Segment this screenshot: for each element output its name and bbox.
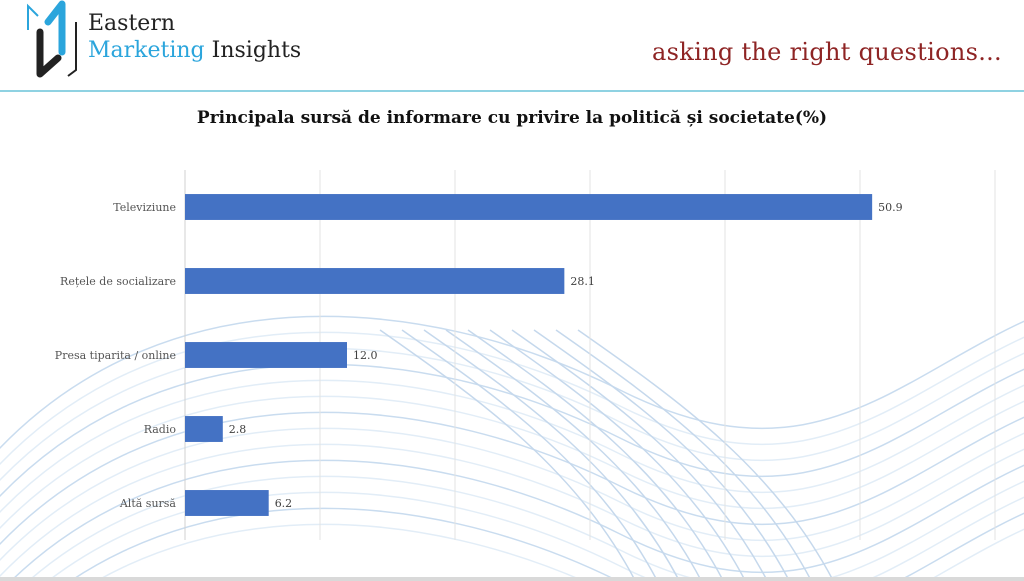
wave-line [379, 329, 637, 581]
bar-4 [185, 490, 269, 516]
logo-rest-word: Insights [211, 38, 302, 63]
value-label: 28.1 [570, 275, 595, 288]
wave-line [0, 347, 1024, 482]
wave-line [95, 523, 1024, 581]
wave-line [0, 427, 1024, 562]
logo-icon [27, 0, 77, 78]
value-label: 12.0 [353, 349, 378, 362]
wave-line [401, 329, 659, 581]
wave-line [0, 395, 1024, 530]
bar-3 [185, 416, 223, 442]
wave-line [69, 507, 1024, 581]
wave-line [27, 475, 1024, 581]
header: Eastern Marketing Insights asking the ri… [0, 0, 1024, 92]
header-divider [0, 90, 1024, 92]
logo-line-2: Marketing Insights [88, 37, 301, 64]
wave-line [489, 329, 747, 581]
wave-line [0, 379, 1024, 514]
logo-wordmark: Eastern Marketing Insights [88, 10, 301, 64]
bar-1 [185, 268, 565, 294]
category-label: Rețele de socializare [60, 275, 176, 288]
wave-line [0, 411, 1024, 546]
footer-bar [0, 577, 1024, 581]
wave-line [0, 443, 1024, 578]
wave-line [10, 459, 1024, 581]
bar-0 [185, 194, 873, 220]
wave-line [467, 329, 725, 581]
wave-line [47, 491, 1024, 581]
wave-line [0, 331, 1024, 466]
category-label: Radio [144, 423, 177, 436]
value-label: 6.2 [275, 497, 293, 510]
category-label: Altă sursă [119, 497, 177, 510]
wave-line [0, 315, 1024, 450]
wave-line [555, 329, 813, 581]
tagline: asking the right questions... [652, 38, 1002, 66]
value-label: 2.8 [229, 423, 247, 436]
category-label: Televiziune [113, 201, 176, 214]
chart-title: Principala sursă de informare cu privire… [196, 108, 828, 128]
bar-2 [185, 342, 347, 368]
wave-line [423, 329, 681, 581]
wave-line [533, 329, 791, 581]
wave-line [445, 329, 703, 581]
wave-line [511, 329, 769, 581]
logo-line-1: Eastern [88, 11, 176, 36]
value-label: 50.9 [878, 201, 903, 214]
category-label: Presa tiparita / online [55, 349, 176, 362]
logo-accent-word: Marketing [88, 38, 205, 63]
wave-line [577, 329, 835, 581]
